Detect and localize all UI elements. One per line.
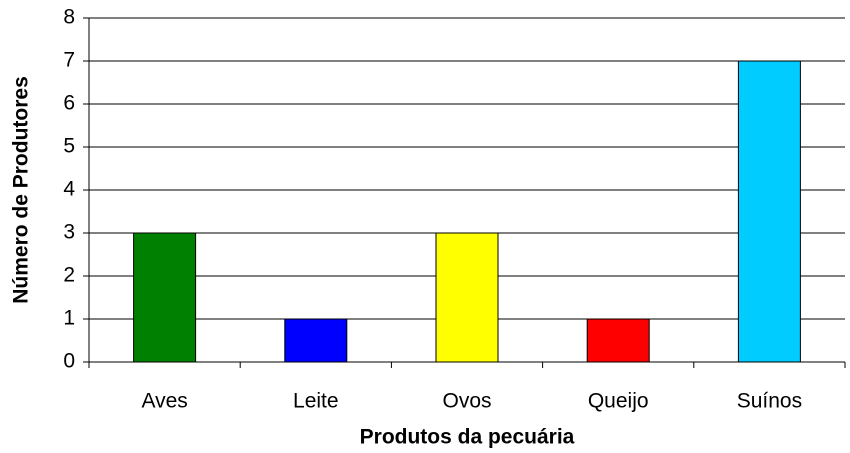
y-tick-label: 6: [63, 92, 75, 115]
y-tick-label: 0: [63, 350, 75, 373]
x-tick-label: Leite: [293, 390, 339, 413]
y-tick-label: 7: [63, 49, 75, 72]
y-tick-label: 5: [63, 135, 75, 158]
y-tick-label: 1: [63, 307, 75, 330]
bar: [586, 318, 650, 363]
y-tick-label: 2: [63, 264, 75, 287]
bar: [284, 318, 348, 363]
bar: [737, 60, 801, 363]
x-tick-label: Suínos: [737, 390, 802, 413]
bar: [435, 232, 499, 363]
y-tick-label: 8: [63, 6, 75, 29]
x-tick-label: Queijo: [588, 390, 649, 413]
y-axis-title: Número de Produtores: [10, 76, 33, 304]
x-axis-title: Produtos da pecuária: [360, 426, 575, 449]
y-tick-label: 4: [63, 178, 75, 201]
x-tick-label: Aves: [141, 390, 187, 413]
x-tick-label: Ovos: [442, 390, 491, 413]
y-tick-label: 3: [63, 221, 75, 244]
bar: [133, 232, 197, 363]
